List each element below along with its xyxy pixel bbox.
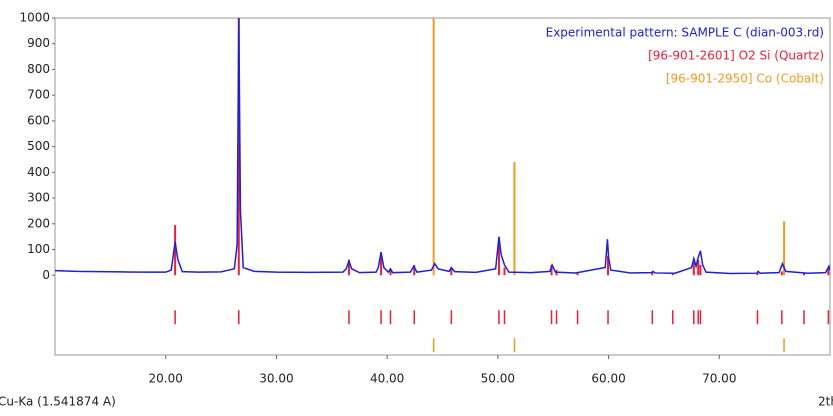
plot-area bbox=[54, 17, 831, 356]
y-tick-label: 700 bbox=[27, 88, 50, 102]
legend-entry: Experimental pattern: SAMPLE C (dian-003… bbox=[546, 26, 824, 40]
x-tick-label: 30.00 bbox=[259, 372, 293, 386]
legend-entry: [96-901-2601] O2 Si (Quartz) bbox=[648, 49, 824, 63]
pattern-line bbox=[55, 18, 830, 275]
y-tick-label: 0 bbox=[42, 268, 50, 282]
y-tick-label: 500 bbox=[27, 139, 50, 153]
legend-entry: [96-901-2950] Co (Cobalt) bbox=[666, 72, 824, 86]
y-tick-label: 300 bbox=[27, 191, 50, 205]
y-tick-label: 1000 bbox=[19, 11, 50, 25]
x-tick-label: 20.00 bbox=[149, 372, 183, 386]
y-tick-label: 100 bbox=[27, 242, 50, 256]
x-tick-label: 40.00 bbox=[370, 372, 404, 386]
x-tick-label: 70.00 bbox=[702, 372, 736, 386]
plot-content bbox=[55, 18, 830, 353]
x-axis-label: 2th bbox=[818, 395, 833, 409]
radiation-label: Cu-Ka (1.541874 A) bbox=[0, 395, 116, 409]
y-tick-label: 200 bbox=[27, 216, 50, 230]
x-tick-label: 50.00 bbox=[481, 372, 515, 386]
x-tick-label: 60.00 bbox=[591, 372, 625, 386]
y-tick-label: 400 bbox=[27, 165, 50, 179]
y-tick-label: 900 bbox=[27, 36, 50, 50]
y-tick-label: 600 bbox=[27, 113, 50, 127]
y-tick-label: 800 bbox=[27, 62, 50, 76]
